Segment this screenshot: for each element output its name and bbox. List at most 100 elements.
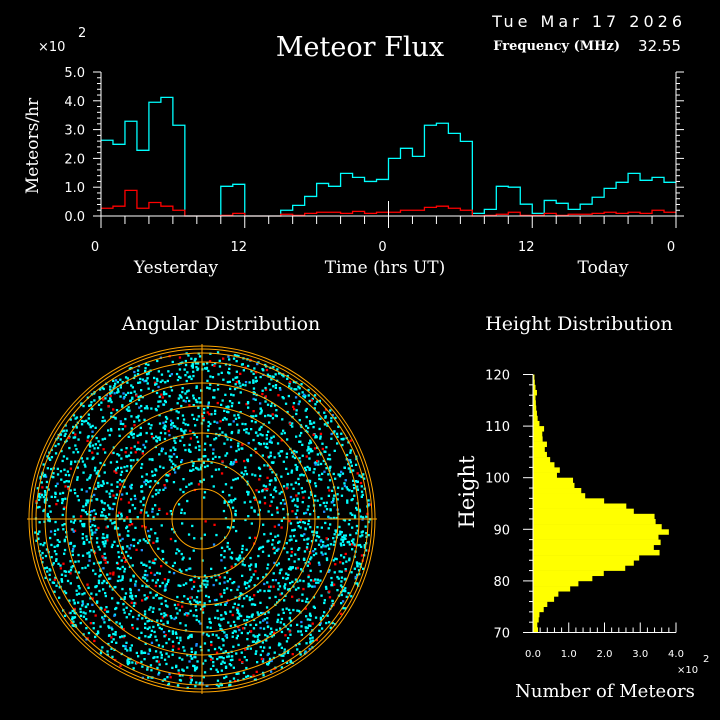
meteor-echo-point [110,626,113,629]
meteor-echo-point [265,442,269,445]
meteor-echo-point [189,437,192,440]
meteor-echo-point [168,673,171,676]
meteor-echo-point [119,498,123,501]
meteor-echo-point [228,494,231,497]
meteor-echo-point [101,438,104,441]
meteor-echo-point [209,352,212,355]
meteor-echo-point [314,539,318,542]
meteor-echo-point [202,455,205,458]
meteor-echo-point [220,662,223,665]
meteor-echo-point [302,579,305,583]
meteor-echo-point [152,559,155,562]
meteor-echo-point [121,576,124,579]
meteor-echo-point [289,660,292,664]
meteor-echo-point [237,429,240,432]
meteor-echo-point [93,639,96,643]
meteor-echo-point [218,656,221,659]
meteor-echo-point [223,416,226,420]
meteor-echo-point [97,485,100,488]
meteor-echo-point [201,608,204,611]
meteor-echo-point [171,360,174,364]
meteor-echo-point [315,400,319,403]
meteor-echo-point [212,661,215,664]
meteor-echo-point [289,659,292,662]
meteor-echo-point [250,603,254,606]
meteor-echo-point [156,359,159,363]
meteor-echo-point [309,450,312,453]
meteor-echo-point [121,404,124,407]
meteor-echo-point [360,554,364,557]
meteor-echo-point [247,644,250,648]
meteor-echo-point [222,644,225,647]
meteor-echo-point [207,403,210,406]
meteor-echo-point [280,592,284,595]
meteor-echo-point [46,455,49,458]
height-bar [533,627,539,633]
meteor-echo-point [134,595,137,598]
meteor-echo-point [160,612,163,616]
meteor-echo-point [188,634,192,637]
meteor-echo-point [37,498,41,501]
meteor-echo-point [140,490,143,493]
meteor-echo-point [176,427,179,430]
meteor-echo-point [139,433,142,436]
meteor-echo-point [255,379,258,382]
meteor-echo-point [191,413,194,417]
meteor-echo-point [181,558,184,561]
meteor-echo-point [132,574,135,577]
meteor-echo-point [291,425,294,428]
meteor-echo-point [185,396,189,399]
meteor-echo-point [316,578,319,581]
meteor-echo-point [133,420,136,423]
meteor-echo-point [143,658,146,661]
meteor-echo-point [112,494,115,497]
meteor-echo-point [339,533,342,536]
meteor-echo-point [296,599,299,602]
meteor-echo-point [325,446,328,449]
meteor-echo-point [64,485,67,488]
meteor-echo-point [335,432,339,435]
meteor-echo-point [147,387,150,390]
meteor-echo-point [40,493,44,496]
meteor-echo-point [228,358,231,361]
meteor-echo-point [87,631,91,635]
meteor-echo-point [140,389,143,392]
meteor-echo-point [164,613,167,617]
meteor-echo-point [60,580,64,583]
meteor-echo-point [81,533,84,536]
meteor-echo-point [203,583,206,586]
meteor-echo-point [125,455,129,458]
meteor-echo-point [246,618,249,622]
meteor-echo-point [86,396,89,399]
meteor-echo-point [263,618,266,621]
meteor-echo-point [230,461,233,464]
meteor-echo-point [91,597,94,600]
meteor-echo-point [119,386,122,389]
meteor-echo-point [85,638,88,641]
meteor-echo-point [150,528,153,531]
meteor-echo-point [204,455,207,458]
meteor-echo-point [108,507,112,510]
meteor-echo-point [272,435,275,438]
meteor-echo-point [61,501,64,505]
meteor-echo-point [141,584,144,587]
meteor-echo-point [137,614,141,617]
meteor-echo-point [209,444,212,447]
meteor-echo-point [85,535,88,538]
meteor-echo-point [171,632,175,635]
meteor-echo-point [120,635,124,638]
meteor-echo-point [278,642,281,645]
height-bar [533,457,551,463]
meteor-echo-point [72,599,75,602]
meteor-echo-point [119,664,122,667]
meteor-echo-point [280,526,283,529]
meteor-echo-point [53,578,56,581]
meteor-echo-point [164,584,167,587]
meteor-echo-point [105,490,108,493]
meteor-echo-point [241,574,244,577]
meteor-echo-point [176,612,179,615]
meteor-echo-point [130,594,134,597]
meteor-echo-point [190,587,194,591]
meteor-echo-point [48,573,51,576]
meteor-echo-point [179,584,182,587]
